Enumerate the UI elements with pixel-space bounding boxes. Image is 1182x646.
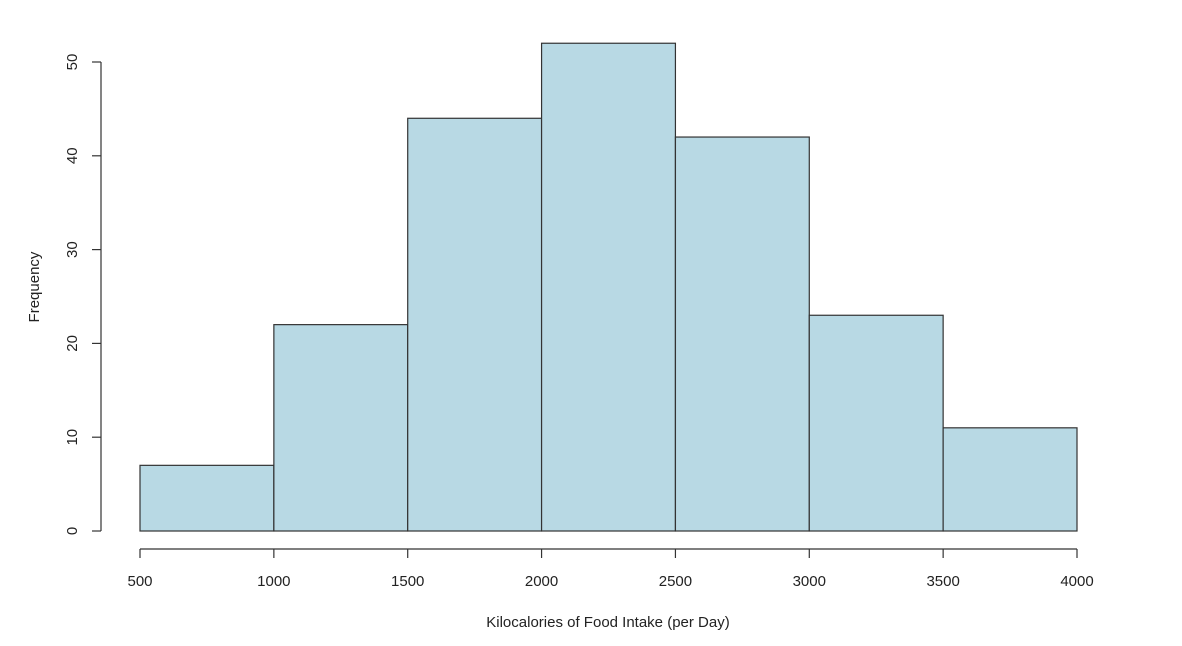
y-tick-label: 0 <box>64 527 81 535</box>
x-tick-label: 4000 <box>1060 573 1093 590</box>
y-tick-label: 40 <box>64 147 81 164</box>
histogram-bar-1000-1500 <box>273 324 409 532</box>
x-axis: 500 1000 1500 2000 2500 3000 3500 4000 <box>127 548 1094 590</box>
x-tick-label: 1500 <box>391 573 424 590</box>
y-axis-label: Frequency <box>26 251 43 322</box>
x-tick-label: 3500 <box>926 573 959 590</box>
x-tick-label: 3000 <box>793 573 826 590</box>
x-tick-label: 2000 <box>525 573 558 590</box>
x-tick-label: 2500 <box>659 573 692 590</box>
histogram-bar-500-1000 <box>139 464 275 532</box>
histogram-bar-2500-3000 <box>674 136 810 532</box>
x-tick-label: 1000 <box>257 573 290 590</box>
histogram-bar-3000-3500 <box>808 314 944 532</box>
y-tick-label: 10 <box>64 429 81 446</box>
bars-group <box>139 42 1078 532</box>
x-tick-label: 500 <box>127 573 152 590</box>
histogram-bar-2000-2500 <box>540 42 677 532</box>
y-tick-label: 20 <box>64 335 81 352</box>
histogram-bar-1500-2000 <box>407 117 543 532</box>
y-axis: 0 10 20 30 40 50 <box>64 54 102 535</box>
x-axis-label: Kilocalories of Food Intake (per Day) <box>486 614 729 631</box>
y-tick-label: 50 <box>64 54 81 71</box>
y-tick-label: 30 <box>64 241 81 258</box>
histogram-bar-3500-4000 <box>942 427 1078 532</box>
